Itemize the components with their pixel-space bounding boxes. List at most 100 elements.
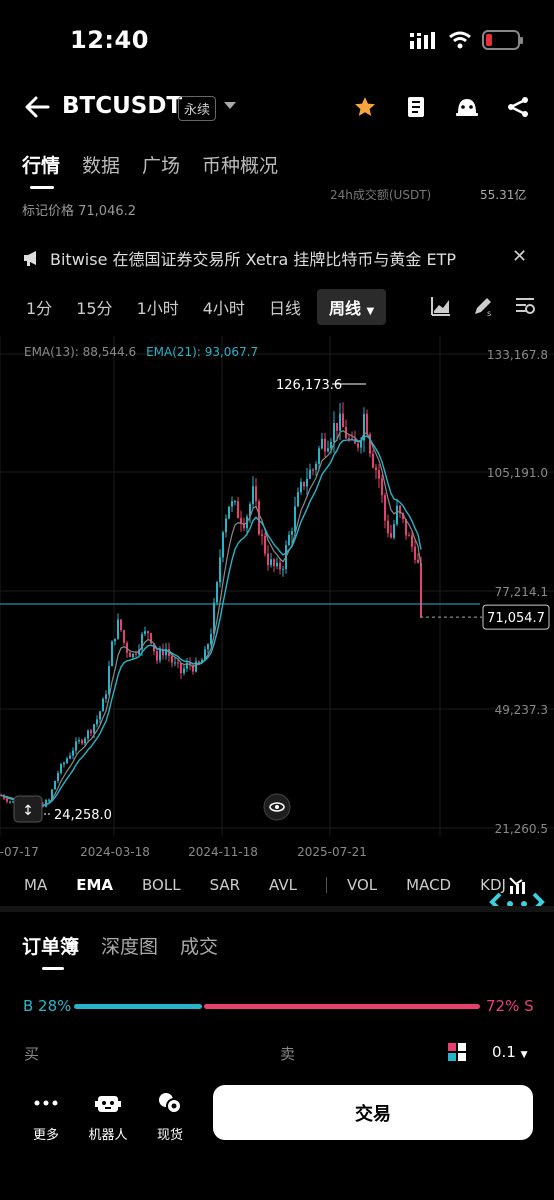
notes-icon[interactable] — [404, 95, 428, 119]
candle-body — [387, 520, 389, 534]
favorite-star-icon[interactable] — [353, 95, 377, 119]
interval-1w[interactable]: 周线 ▼ — [316, 289, 387, 325]
candle-body — [252, 486, 254, 505]
indicator-ma[interactable]: MA — [24, 876, 48, 894]
indicator-vol[interactable]: VOL — [346, 876, 378, 894]
indicator-macd[interactable]: MACD — [406, 876, 452, 894]
ema21-line — [0, 435, 422, 807]
candle-body — [306, 478, 308, 487]
interval-4h[interactable]: 4小时 — [202, 299, 245, 318]
back-arrow-icon[interactable] — [24, 94, 50, 120]
interval-bar: 1分 15分 1小时 4小时 日线 周线 ▼ — [18, 289, 387, 325]
tab-market[interactable]: 行情 — [22, 155, 61, 177]
precision-select[interactable]: 0.1 ▼ — [492, 1043, 528, 1061]
candle-body — [360, 440, 362, 448]
tab-data[interactable]: 数据 — [82, 155, 121, 177]
candle-body — [180, 663, 182, 674]
interval-1h[interactable]: 1小时 — [136, 299, 179, 318]
draw-tool-icon[interactable]: s — [472, 295, 494, 317]
orderbook-layout-icon[interactable] — [448, 1043, 466, 1061]
close-icon[interactable]: ✕ — [512, 246, 528, 267]
candle-body — [186, 662, 188, 669]
battery-icon — [482, 30, 523, 50]
candle-body — [255, 486, 257, 502]
chart-settings-icon[interactable] — [514, 295, 536, 317]
candle-body — [63, 762, 65, 765]
megaphone-icon — [24, 251, 36, 266]
candle-body — [165, 649, 167, 656]
candle-body — [96, 719, 98, 725]
tab-coin-overview[interactable]: 币种概况 — [202, 155, 279, 177]
candle-body — [249, 504, 251, 517]
candle-body — [291, 531, 293, 535]
tab-square[interactable]: 广场 — [142, 155, 181, 177]
x-tick-label: 2024-11-18 — [188, 845, 258, 859]
sell-ratio-bar — [204, 1004, 480, 1009]
robot-icon — [95, 1096, 121, 1112]
signal-icon — [410, 32, 435, 49]
candle-body — [273, 559, 275, 567]
interval-1d[interactable]: 日线 — [268, 299, 301, 318]
candle-body — [384, 495, 386, 521]
candle-body — [318, 448, 320, 464]
sell-ratio: 72% S — [486, 997, 534, 1015]
volume-value: 55.31亿 — [480, 188, 527, 202]
interval-15m[interactable]: 15分 — [76, 299, 113, 318]
news-banner[interactable]: Bitwise 在德国证券交易所 Xetra 挂牌比特币与黄金 ETP — [22, 246, 456, 270]
alert-icon[interactable] — [454, 95, 480, 119]
candle-body — [213, 602, 215, 634]
candle-body — [354, 438, 356, 444]
candle-body — [144, 631, 146, 635]
candle-body — [225, 518, 227, 533]
tab-depth[interactable]: 深度图 — [101, 936, 159, 958]
y-tick-label: 105,191.0 — [487, 466, 548, 480]
indicator-kdj[interactable]: KDJ — [480, 876, 506, 894]
y-tick-label: 133,167.8 — [487, 348, 548, 362]
candle-body — [183, 668, 185, 674]
symbol-title[interactable]: BTCUSDT — [62, 93, 183, 119]
indicator-avl[interactable]: AVL — [269, 876, 297, 894]
status-time: 12:40 — [70, 26, 149, 54]
indicator-ema[interactable]: EMA — [76, 876, 113, 894]
ema13-label: EMA(13): 88,544.6 — [24, 345, 137, 359]
tab-trades[interactable]: 成交 — [180, 936, 219, 958]
symbol-dropdown-icon[interactable] — [224, 102, 236, 109]
candle-body — [84, 738, 86, 744]
candle-body — [234, 501, 236, 503]
candle-body — [417, 559, 419, 563]
ai-assistant-icon[interactable] — [488, 874, 546, 914]
coins-icon — [159, 1093, 182, 1114]
candle-body — [267, 553, 269, 566]
nav-more-label: 更多 — [32, 1128, 59, 1143]
chart-tools: s — [430, 295, 536, 317]
candle-body — [192, 665, 194, 672]
candle-body — [321, 438, 323, 449]
interval-selected-label: 周线 — [328, 299, 361, 318]
candle-body — [411, 535, 413, 547]
indicator-boll[interactable]: BOLL — [142, 876, 181, 894]
candle-body — [75, 741, 77, 751]
tab-orderbook[interactable]: 订单簿 — [22, 936, 80, 958]
nav-spot[interactable]: 现货 — [142, 1090, 198, 1143]
candle-body — [57, 773, 59, 781]
candle-body — [69, 755, 71, 759]
candle-body — [171, 655, 173, 663]
candle-body — [399, 505, 401, 514]
chart-type-icon[interactable] — [430, 295, 452, 317]
candle-body — [156, 651, 158, 661]
interval-1m[interactable]: 1分 — [26, 299, 53, 318]
price-chart[interactable]: 133,167.8 105,191.0 77,214.1 49,237.3 21,260… — [0, 336, 554, 866]
candle-body — [9, 801, 11, 803]
candle-body — [150, 633, 152, 644]
trade-button[interactable]: 交易 — [213, 1085, 533, 1140]
candle-body — [264, 535, 266, 554]
indicator-sar[interactable]: SAR — [209, 876, 241, 894]
candle-body — [303, 481, 305, 487]
nav-more[interactable]: 更多 — [18, 1090, 74, 1143]
buy-ratio-bar — [74, 1004, 202, 1009]
share-icon[interactable] — [506, 95, 530, 119]
last-price-box — [482, 604, 550, 630]
candle-body — [390, 533, 392, 538]
nav-robot[interactable]: 机器人 — [80, 1090, 136, 1143]
candle-body — [324, 438, 326, 452]
